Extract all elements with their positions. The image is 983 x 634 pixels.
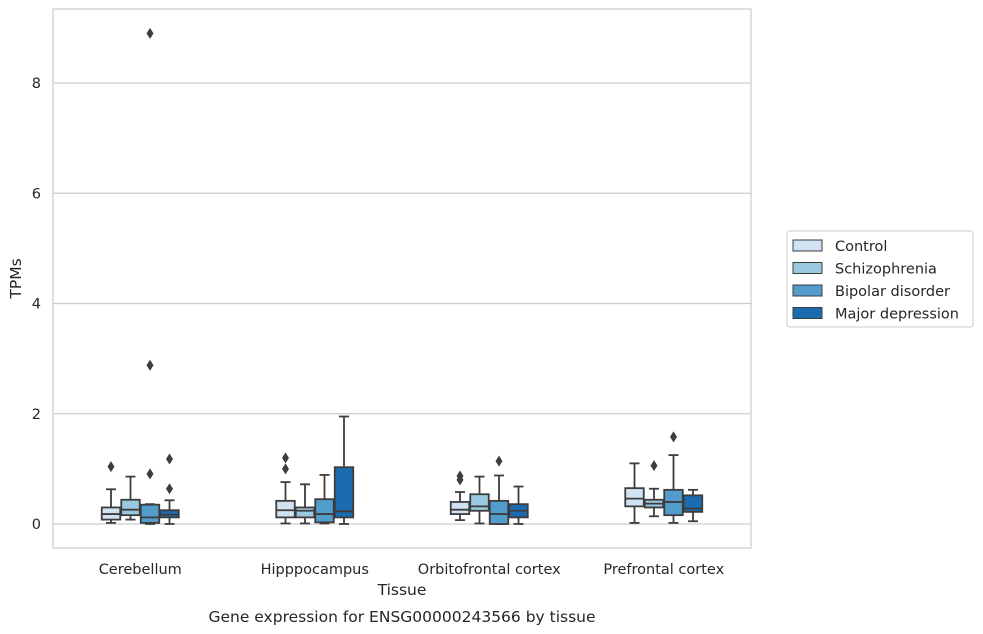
box-iqr [139,503,161,524]
boxes [100,27,704,525]
x-tick-label: Prefrontal cortex [603,562,724,578]
x-axis-ticks: Cerebellum Hipppocampus Orbitofrontal cort… [99,562,725,578]
box-1-2 [314,474,335,525]
legend-label: Control [835,239,887,255]
chart-caption: Gene expression for ENSG00000243566 by t… [208,608,595,626]
box-iqr [449,501,471,515]
box-1-0 [275,452,296,525]
outlier-point [282,452,289,464]
y-tick-label: 8 [32,76,41,92]
box-2-1 [469,475,490,525]
box-0-1 [120,475,141,521]
outlier-point [107,461,115,473]
y-tick-label: 2 [32,407,41,423]
box-1-3 [333,415,355,525]
legend-label: Schizophrenia [835,262,937,278]
box-iqr [314,498,335,524]
outlier-point [146,359,154,371]
box-2-0 [449,470,471,522]
legend-label: Bipolar disorder [835,284,950,300]
y-tick-label: 6 [32,186,41,202]
box-3-0 [624,462,645,524]
box-iqr [275,499,296,519]
y-tick-label: 0 [32,517,41,533]
outlier-point [146,27,154,39]
y-axis-ticks: 0 2 4 6 8 [32,76,41,533]
box-iqr [469,493,490,512]
box-iqr [488,499,510,525]
outlier-point [146,468,154,480]
legend-swatch [792,307,823,319]
box-0-3 [159,453,180,525]
box-iqr [624,487,645,508]
plot-area [52,8,752,549]
legend-label: Major depression [835,307,959,323]
outlier-point [282,463,289,475]
box-3-3 [682,488,704,523]
x-tick-label: Orbitofrontal cortex [418,562,561,578]
legend-swatch [792,239,823,252]
box-3-2 [663,431,684,524]
outlier-point [166,453,173,465]
outlier-point [166,483,173,495]
y-tick-label: 4 [32,297,41,313]
box-0-0 [100,461,122,524]
x-axis-label: Tissue [377,581,427,599]
legend-frame [786,230,974,328]
box-3-1 [643,460,665,518]
box-2-3 [508,485,529,525]
box-iqr [294,506,316,519]
outlier-point [670,431,677,443]
outlier-point [456,470,464,482]
outlier-point [495,455,503,467]
legend-swatch [792,284,823,297]
gridlines [53,82,751,525]
y-axis-label: TPMs [7,258,25,299]
legend-swatch [792,262,823,274]
box-iqr [120,498,141,517]
x-tick-label: Cerebellum [99,562,182,578]
box-2-2 [488,455,510,525]
box-iqr [333,466,355,519]
legend: Control Schizophrenia Bipolar disorder Majo… [786,230,974,328]
x-tick-label: Hipppocampus [261,562,369,578]
box-1-1 [294,483,316,525]
outlier-point [650,460,658,472]
box-0-2 [139,27,161,525]
